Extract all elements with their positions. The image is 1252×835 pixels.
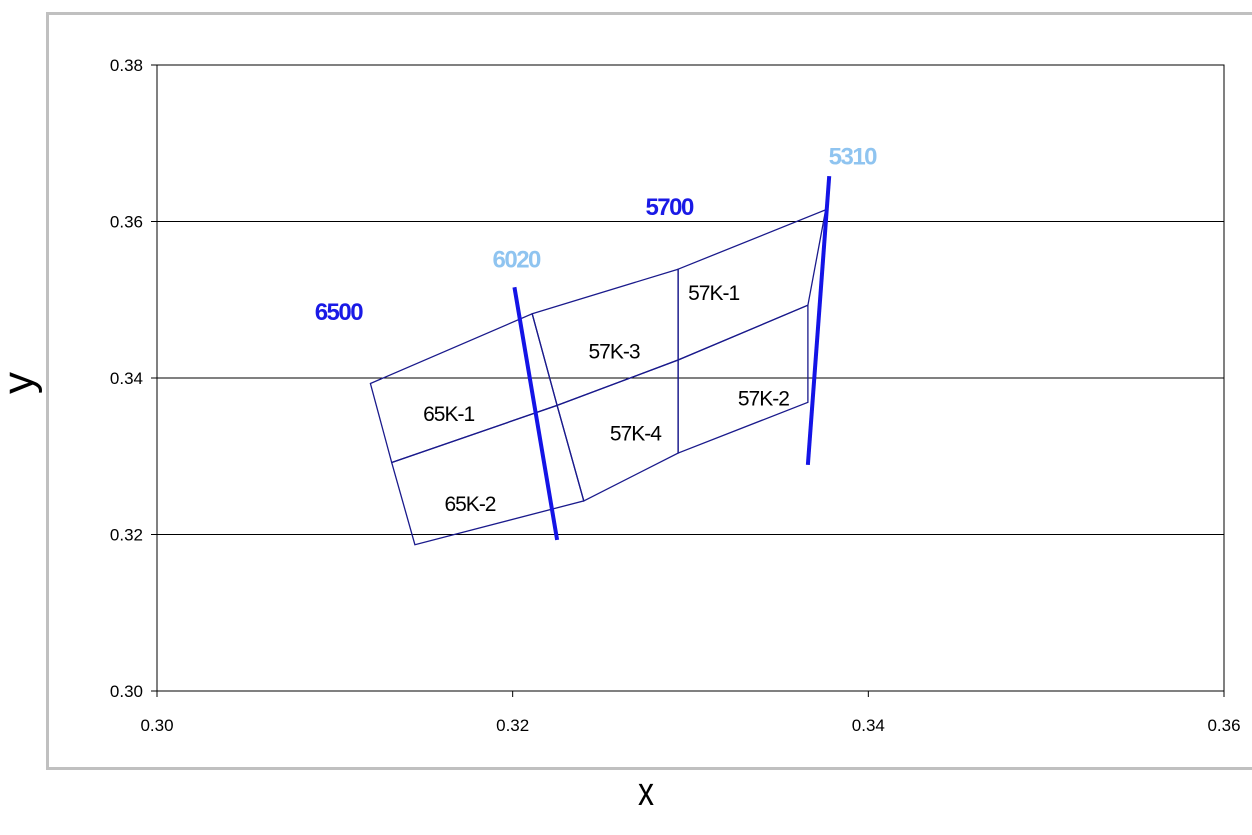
region-57k-2 [677,304,809,455]
region-label: 65K-1 [423,403,474,426]
region-57k-3 [531,268,679,407]
y-tick-label: 0.36 [110,213,143,232]
cct-line-2 [805,175,832,466]
cct-annotation: 6020 [493,247,542,274]
cct-annotation: 6500 [315,299,364,326]
region-label: 65K-2 [444,493,495,516]
cct-line-1 [512,286,560,541]
y-axis-title: y [0,372,44,394]
x-tick-label: 0.32 [496,716,529,735]
y-tick-label: 0.34 [110,369,143,388]
cct-annotation: 5700 [645,194,694,221]
y-tick-label: 0.38 [110,56,143,75]
region-label: 57K-1 [688,282,739,305]
chart-area [46,12,1252,770]
x-tick-label: 0.30 [140,716,173,735]
region-label: 57K-2 [738,387,789,410]
y-tick-label: 0.30 [110,682,143,701]
x-tick-label: 0.34 [852,716,885,735]
x-tick-label: 0.36 [1207,716,1240,735]
region-label: 57K-4 [610,423,662,446]
cct-annotation: 5310 [829,143,878,170]
region-label: 57K-3 [589,340,640,363]
region-65k-1 [369,312,558,464]
x-axis-title: x [638,770,654,814]
y-tick-label: 0.32 [110,526,143,545]
